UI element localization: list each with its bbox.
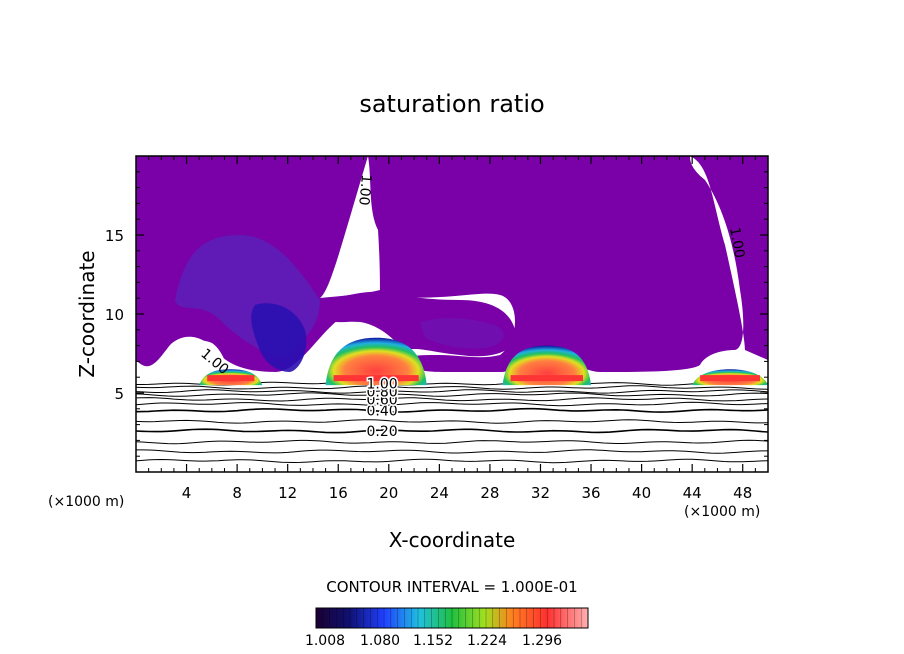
purple-blob-right: [420, 318, 504, 349]
y-tick-label: 15: [105, 227, 124, 245]
y-axis-label: Z-coordinate: [75, 250, 99, 377]
core-peak: [700, 375, 760, 382]
x-tick-label: 32: [531, 484, 550, 502]
dry-pocket-deep: [251, 303, 307, 372]
contour-line: [136, 389, 768, 394]
contour-line: [136, 407, 768, 413]
contour-lines: [136, 381, 768, 464]
contour-line: [136, 439, 768, 445]
y-axis: 5 10 15: [105, 171, 768, 457]
x-tick-label: 28: [480, 484, 499, 502]
colorbar-label: 1.296: [522, 633, 562, 649]
contour-line: [136, 385, 768, 390]
colorbar-ticks: [322, 608, 582, 628]
supersaturated-cores: [199, 337, 768, 386]
contour-label: 1.00: [366, 377, 397, 393]
x-tick-label: 16: [329, 484, 348, 502]
contour-line: [136, 458, 768, 464]
y-tick-label: 10: [105, 306, 124, 324]
contour-label: 0.40: [366, 403, 397, 419]
x-tick-label: 8: [232, 484, 242, 502]
x-tick-label: 20: [379, 484, 398, 502]
supersaturated-core: [325, 337, 427, 386]
x-axis: 4 8 12 16 20 24 28 32 36 40 44 48: [148, 156, 756, 502]
colorbar-label: 1.152: [413, 633, 453, 649]
contour-label: 0.60: [366, 392, 397, 408]
x-unit-left: (×1000 m): [48, 494, 124, 510]
x-tick-label: 48: [733, 484, 752, 502]
x-tick-label: 44: [683, 484, 702, 502]
y-tick-label: 5: [114, 385, 124, 403]
contour-label-100-c: 1.00: [726, 226, 747, 259]
colorbar-label: 1.224: [467, 633, 507, 649]
contour-label: 0.80: [366, 384, 397, 400]
x-tick-label: 40: [632, 484, 651, 502]
contour-interval-text: CONTOUR INTERVAL = 1.000E-01: [326, 578, 577, 596]
contour-label-100-b: 1.00: [355, 174, 374, 206]
plot-area: [136, 156, 768, 472]
x-tick-label: 4: [182, 484, 192, 502]
colorbar-label: 1.008: [305, 633, 345, 649]
chart-title: saturation ratio: [359, 90, 544, 118]
colorbar-label: 1.080: [360, 633, 400, 649]
core-peak: [510, 375, 584, 382]
x-tick-label: 12: [278, 484, 297, 502]
x-tick-label: 36: [581, 484, 600, 502]
contour-line: [136, 397, 768, 402]
x-axis-label: X-coordinate: [389, 528, 516, 552]
contour-line: [136, 449, 768, 454]
colorbar-labels: 1.008 1.080 1.152 1.224 1.296: [305, 633, 562, 649]
contour-line: [136, 392, 768, 397]
contour-line: [136, 428, 768, 434]
x-unit-right: (×1000 m): [684, 504, 760, 520]
core-peak: [333, 375, 419, 382]
lower-domain: [136, 383, 768, 472]
core-peak: [207, 375, 255, 382]
x-tick-label: 24: [430, 484, 449, 502]
contour-label: 0.20: [366, 424, 397, 440]
contour-line: [136, 419, 768, 424]
contour-line: [136, 401, 768, 407]
contour-labels: 1.00 1.00 1.00 0.200.400.600.801.00: [197, 174, 747, 442]
